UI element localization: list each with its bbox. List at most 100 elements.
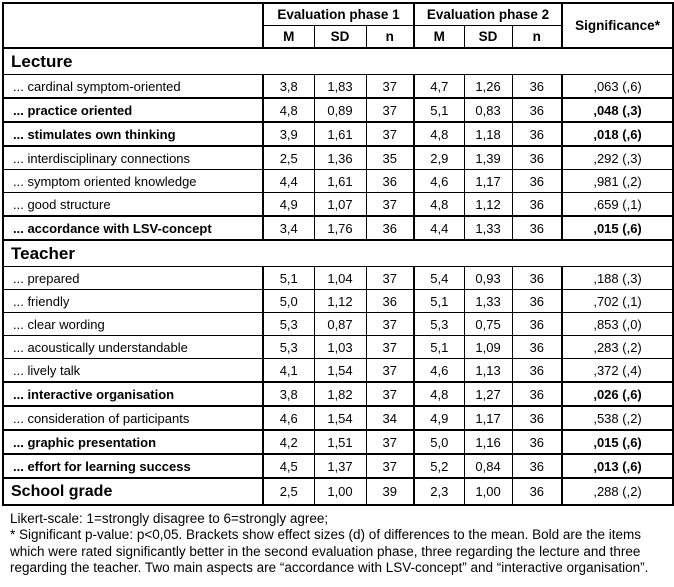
corner-cell xyxy=(2,2,264,49)
table-row: ... prepared 5,1 1,04 37 5,4 0,93 36,188 (,3) xyxy=(2,266,674,290)
table-row: ... lively talk 4,1 1,54 37 4,6 1,13 36,372 (,… xyxy=(2,358,674,383)
significance-value: ,538 (,2) xyxy=(561,405,674,431)
significance-value: ,372 (,4) xyxy=(561,358,674,383)
item-label: ... prepared xyxy=(2,266,264,290)
phase1-m-value: 4,6 xyxy=(262,405,315,431)
phase2-m-value: 4,6 xyxy=(413,358,465,383)
phase2-sd-value: 1,39 xyxy=(463,145,513,170)
phase1-n-header: n xyxy=(365,25,415,49)
phase1-sd-value: 1,12 xyxy=(313,289,367,313)
significance-value: ,026 (,6) xyxy=(561,381,674,407)
section-row-lecture: Lecture xyxy=(2,47,674,75)
table-header: Evaluation phase 1 Evaluation phase 2 Si… xyxy=(2,2,674,49)
phase-header-row: Evaluation phase 1 Evaluation phase 2 Si… xyxy=(2,2,674,49)
phase1-sd-value: 1,36 xyxy=(313,145,367,170)
item-label: ... effort for learning success xyxy=(2,453,264,479)
phase2-m-value: 5,3 xyxy=(413,312,465,336)
phase2-sd-value: 1,13 xyxy=(463,358,513,383)
phase2-sd-header: SD xyxy=(463,25,513,49)
phase2-m-value: 2,9 xyxy=(413,145,465,170)
phase1-n-value: 37 xyxy=(365,335,415,359)
phase2-m-value: 5,2 xyxy=(413,453,465,479)
footnote-significance: * Significant p-value: p<0,05. Brackets … xyxy=(10,527,649,576)
phase2-sd-value: 0,84 xyxy=(463,453,513,479)
phase2-n-value: 36 xyxy=(511,453,563,479)
phase2-sd-value: 1,17 xyxy=(463,169,513,193)
phase2-m-value: 4,8 xyxy=(413,381,465,407)
item-label: ... accordance with LSV-concept xyxy=(2,215,264,241)
phase2-sd-value: 0,75 xyxy=(463,312,513,336)
phase2-n-value: 36 xyxy=(511,192,563,217)
table-row: ... symptom oriented knowledge 4,4 1,61 36 4… xyxy=(2,169,674,193)
significance-value: ,063 (,6) xyxy=(561,74,674,99)
item-label: ... interdisciplinary connections xyxy=(2,145,264,170)
phase1-sd-value: 1,82 xyxy=(313,381,367,407)
item-label: ... symptom oriented knowledge xyxy=(2,169,264,193)
phase2-m-value: 4,6 xyxy=(413,169,465,193)
phase1-n-value: 34 xyxy=(365,405,415,431)
table-row: ... interactive organisation 3,8 1,82 37 4,8… xyxy=(2,381,674,407)
significance-value: ,015 (,6) xyxy=(561,215,674,241)
table-row: ... interdisciplinary connections 2,5 1,36… xyxy=(2,145,674,170)
phase2-sd-value: 1,17 xyxy=(463,405,513,431)
table-row: ... clear wording 5,3 0,87 37 5,3 0,75 36,853 … xyxy=(2,312,674,336)
phase1-m-value: 3,8 xyxy=(262,74,315,99)
item-label: ... lively talk xyxy=(2,358,264,383)
phase2-n-value: 36 xyxy=(511,74,563,99)
phase1-header: Evaluation phase 1 xyxy=(261,2,415,26)
phase2-sd-value: 1,33 xyxy=(463,215,513,241)
item-label: School grade xyxy=(2,477,264,506)
phase1-m-value: 5,3 xyxy=(262,312,315,336)
phase1-m-value: 4,4 xyxy=(262,169,315,193)
phase1-m-value: 4,5 xyxy=(262,453,315,479)
phase2-sd-value: 1,09 xyxy=(463,335,513,359)
phase1-n-value: 39 xyxy=(365,477,415,506)
phase2-m-value: 5,1 xyxy=(413,335,465,359)
phase2-n-value: 36 xyxy=(511,121,563,147)
significance-value: ,048 (,3) xyxy=(561,97,674,123)
phase1-m-value: 5,0 xyxy=(262,289,315,313)
phase2-n-header: n xyxy=(511,25,563,49)
phase1-sd-value: 0,87 xyxy=(313,312,367,336)
phase2-n-value: 36 xyxy=(511,289,563,313)
phase2-m-value: 5,4 xyxy=(413,266,465,290)
item-label: ... interactive organisation xyxy=(2,381,264,407)
phase2-n-value: 36 xyxy=(511,145,563,170)
phase1-n-value: 37 xyxy=(365,453,415,479)
phase1-n-value: 37 xyxy=(365,266,415,290)
significance-value: ,015 (,6) xyxy=(561,429,674,455)
phase2-sd-value: 1,00 xyxy=(463,477,513,506)
item-label: ... practice oriented xyxy=(2,97,264,123)
phase1-n-value: 36 xyxy=(365,289,415,313)
phase2-m-value: 4,8 xyxy=(413,192,465,217)
phase1-sd-value: 1,51 xyxy=(313,429,367,455)
stat-header-row: M SD n M SD n xyxy=(3,25,673,49)
section-row-teacher: Teacher xyxy=(2,239,674,267)
phase1-n-value: 37 xyxy=(365,97,415,123)
phase1-sd-value: 1,00 xyxy=(313,477,367,506)
section-title: Teacher xyxy=(2,239,674,267)
footnote-likert: Likert-scale: 1=strongly disagree to 6=s… xyxy=(10,511,329,526)
significance-value: ,288 (,2) xyxy=(561,477,674,506)
phase2-m-value: 2,3 xyxy=(413,477,465,506)
item-label: ... clear wording xyxy=(2,312,264,336)
phase1-m-value: 3,4 xyxy=(262,215,315,241)
phase1-n-value: 37 xyxy=(365,381,415,407)
phase1-m-value: 4,8 xyxy=(262,97,315,123)
significance-value: ,853 (,0) xyxy=(561,312,674,336)
phase2-n-value: 36 xyxy=(511,97,563,123)
phase1-n-value: 37 xyxy=(365,192,415,217)
phase2-sd-value: 0,93 xyxy=(463,266,513,290)
table-row: ... cardinal symptom-oriented 3,8 1,83 37 4,… xyxy=(2,74,674,99)
phase2-n-value: 36 xyxy=(511,335,563,359)
phase1-n-value: 37 xyxy=(365,429,415,455)
phase2-m-value: 4,9 xyxy=(413,405,465,431)
item-label: ... graphic presentation xyxy=(2,429,264,455)
phase1-m-value: 5,3 xyxy=(262,335,315,359)
phase2-m-header: M xyxy=(413,25,465,49)
phase1-m-value: 3,9 xyxy=(262,121,315,147)
phase1-sd-value: 1,37 xyxy=(313,453,367,479)
significance-value: ,013 (,6) xyxy=(561,453,674,479)
phase1-sd-header: SD xyxy=(313,25,367,49)
